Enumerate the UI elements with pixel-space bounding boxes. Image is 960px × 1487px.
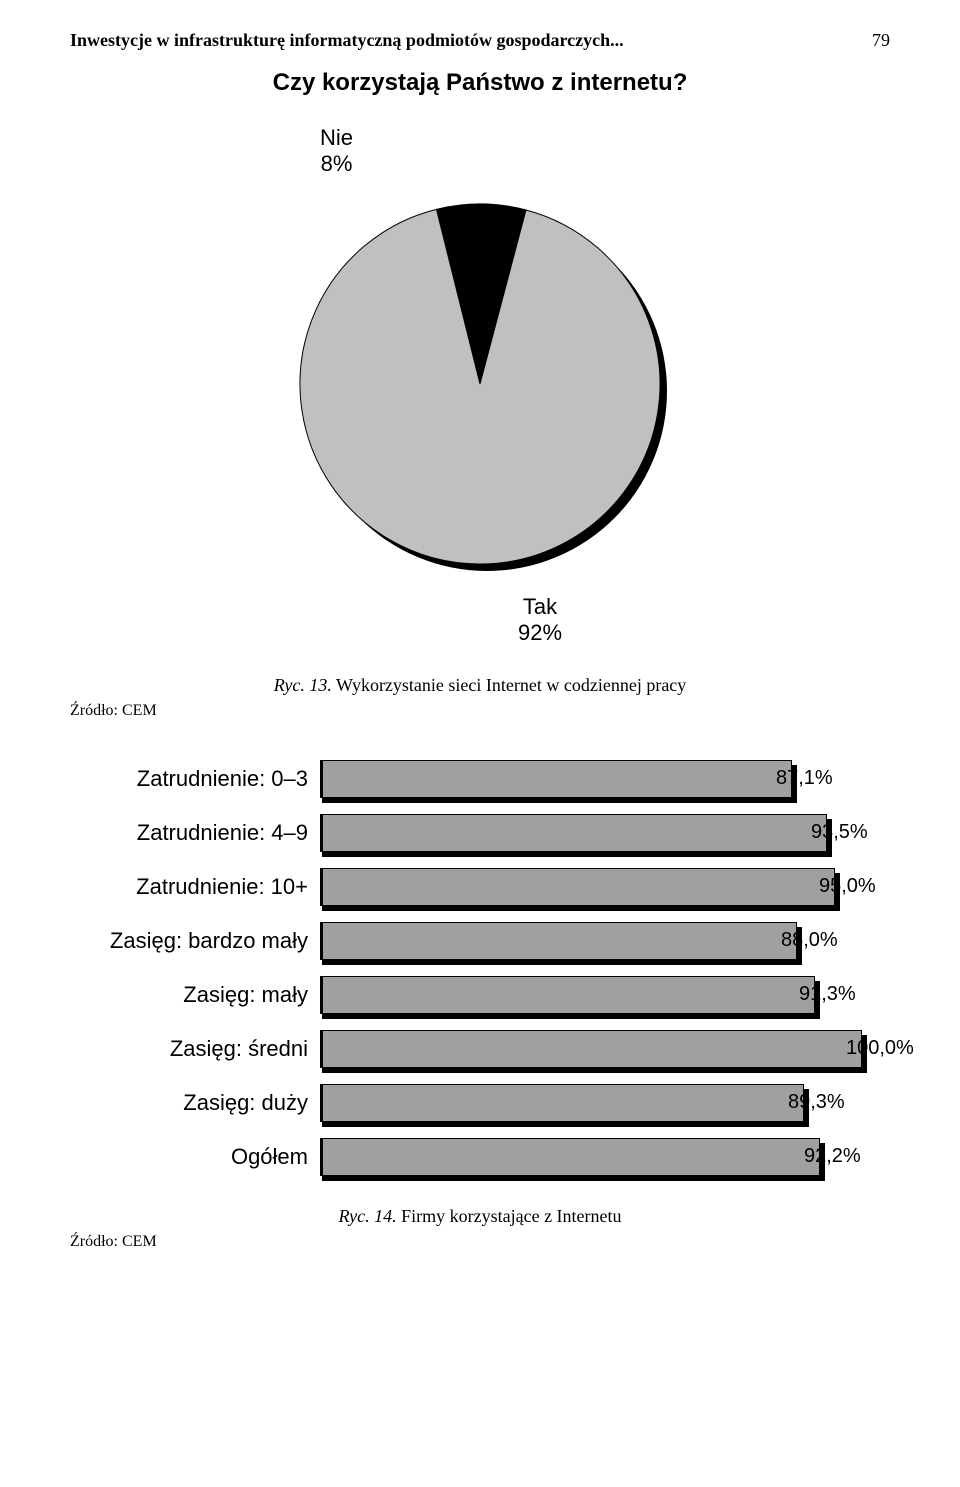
- bar-track: 100,0%: [320, 1030, 890, 1068]
- bar-fill: [322, 868, 835, 906]
- bar-label: Zasięg: mały: [90, 982, 320, 1008]
- running-title: Inwestycje w infrastrukturę informatyczn…: [70, 30, 624, 51]
- bar-value-label: 87,1%: [770, 760, 833, 798]
- bar-label: Ogółem: [90, 1144, 320, 1170]
- page-number: 79: [872, 30, 890, 51]
- bar-label: Zasięg: średni: [90, 1036, 320, 1062]
- bar-label: Zatrudnienie: 10+: [90, 874, 320, 900]
- bar-track: 92,2%: [320, 1138, 890, 1176]
- bar-fill: [322, 976, 815, 1014]
- figure-label: Ryc. 14.: [338, 1206, 396, 1226]
- pie-caption: Ryc. 13. Wykorzystanie sieci Internet w …: [70, 675, 890, 696]
- page-header: Inwestycje w infrastrukturę informatyczn…: [70, 30, 890, 51]
- bar-caption: Ryc. 14. Firmy korzystające z Internetu: [70, 1206, 890, 1227]
- bar-value-label: 92,2%: [798, 1138, 861, 1176]
- bar-value-label: 93,5%: [805, 814, 868, 852]
- figure-label: Ryc. 13.: [274, 675, 332, 695]
- pie-slice-name: Tak: [518, 594, 562, 620]
- bar-label: Zatrudnienie: 0–3: [90, 766, 320, 792]
- bar-row: Zatrudnienie: 4–9 93,5%: [90, 814, 890, 852]
- bar-track: 87,1%: [320, 760, 890, 798]
- pie-chart-title: Czy korzystają Państwo z internetu?: [70, 69, 890, 97]
- bar-fill: [322, 922, 797, 960]
- bar-row: Zatrudnienie: 0–3 87,1%: [90, 760, 890, 798]
- bar-row: Zasięg: bardzo mały 88,0%: [90, 922, 890, 960]
- bar-track: 91,3%: [320, 976, 890, 1014]
- pie-slice-label-nie: Nie 8%: [320, 125, 353, 178]
- bar-row: Zasięg: duży 89,3%: [90, 1084, 890, 1122]
- bar-fill: [322, 1030, 862, 1068]
- bar-value-label: 95,0%: [813, 868, 876, 906]
- bar-fill: [322, 1084, 804, 1122]
- bar-value-label: 89,3%: [782, 1084, 845, 1122]
- figure-caption-text: Firmy korzystające z Internetu: [401, 1206, 621, 1226]
- bar-label: Zatrudnienie: 4–9: [90, 820, 320, 846]
- bar-fill: [322, 814, 827, 852]
- bar-value-label: 91,3%: [793, 976, 856, 1014]
- pie-slice-label-tak: Tak 92%: [518, 594, 562, 647]
- bar-track: 89,3%: [320, 1084, 890, 1122]
- bar-track: 95,0%: [320, 868, 890, 906]
- bar-track: 88,0%: [320, 922, 890, 960]
- bar-fill: [322, 1138, 820, 1176]
- pie-slice-value: 92%: [518, 620, 562, 646]
- pie-chart: Nie 8% Tak 92%: [70, 125, 890, 647]
- bar-value-label: 88,0%: [775, 922, 838, 960]
- bar-row: Zasięg: mały 91,3%: [90, 976, 890, 1014]
- bar-row: Zasięg: średni100,0%: [90, 1030, 890, 1068]
- bar-source: Źródło: CEM: [70, 1233, 890, 1251]
- bar-row: Ogółem 92,2%: [90, 1138, 890, 1176]
- figure-caption-text: Wykorzystanie sieci Internet w codzienne…: [336, 675, 686, 695]
- pie-slice-value: 8%: [320, 151, 353, 177]
- pie-source: Źródło: CEM: [70, 702, 890, 720]
- bar-chart: Zatrudnienie: 0–3 87,1% Zatrudnienie: 4–9 9…: [70, 760, 890, 1176]
- pie-slice-name: Nie: [320, 125, 353, 151]
- bar-label: Zasięg: duży: [90, 1090, 320, 1116]
- bar-fill: [322, 760, 792, 798]
- bar-label: Zasięg: bardzo mały: [90, 928, 320, 954]
- bar-track: 93,5%: [320, 814, 890, 852]
- bar-value-label: 100,0%: [840, 1030, 914, 1068]
- pie-svg: [280, 184, 680, 584]
- bar-row: Zatrudnienie: 10+ 95,0%: [90, 868, 890, 906]
